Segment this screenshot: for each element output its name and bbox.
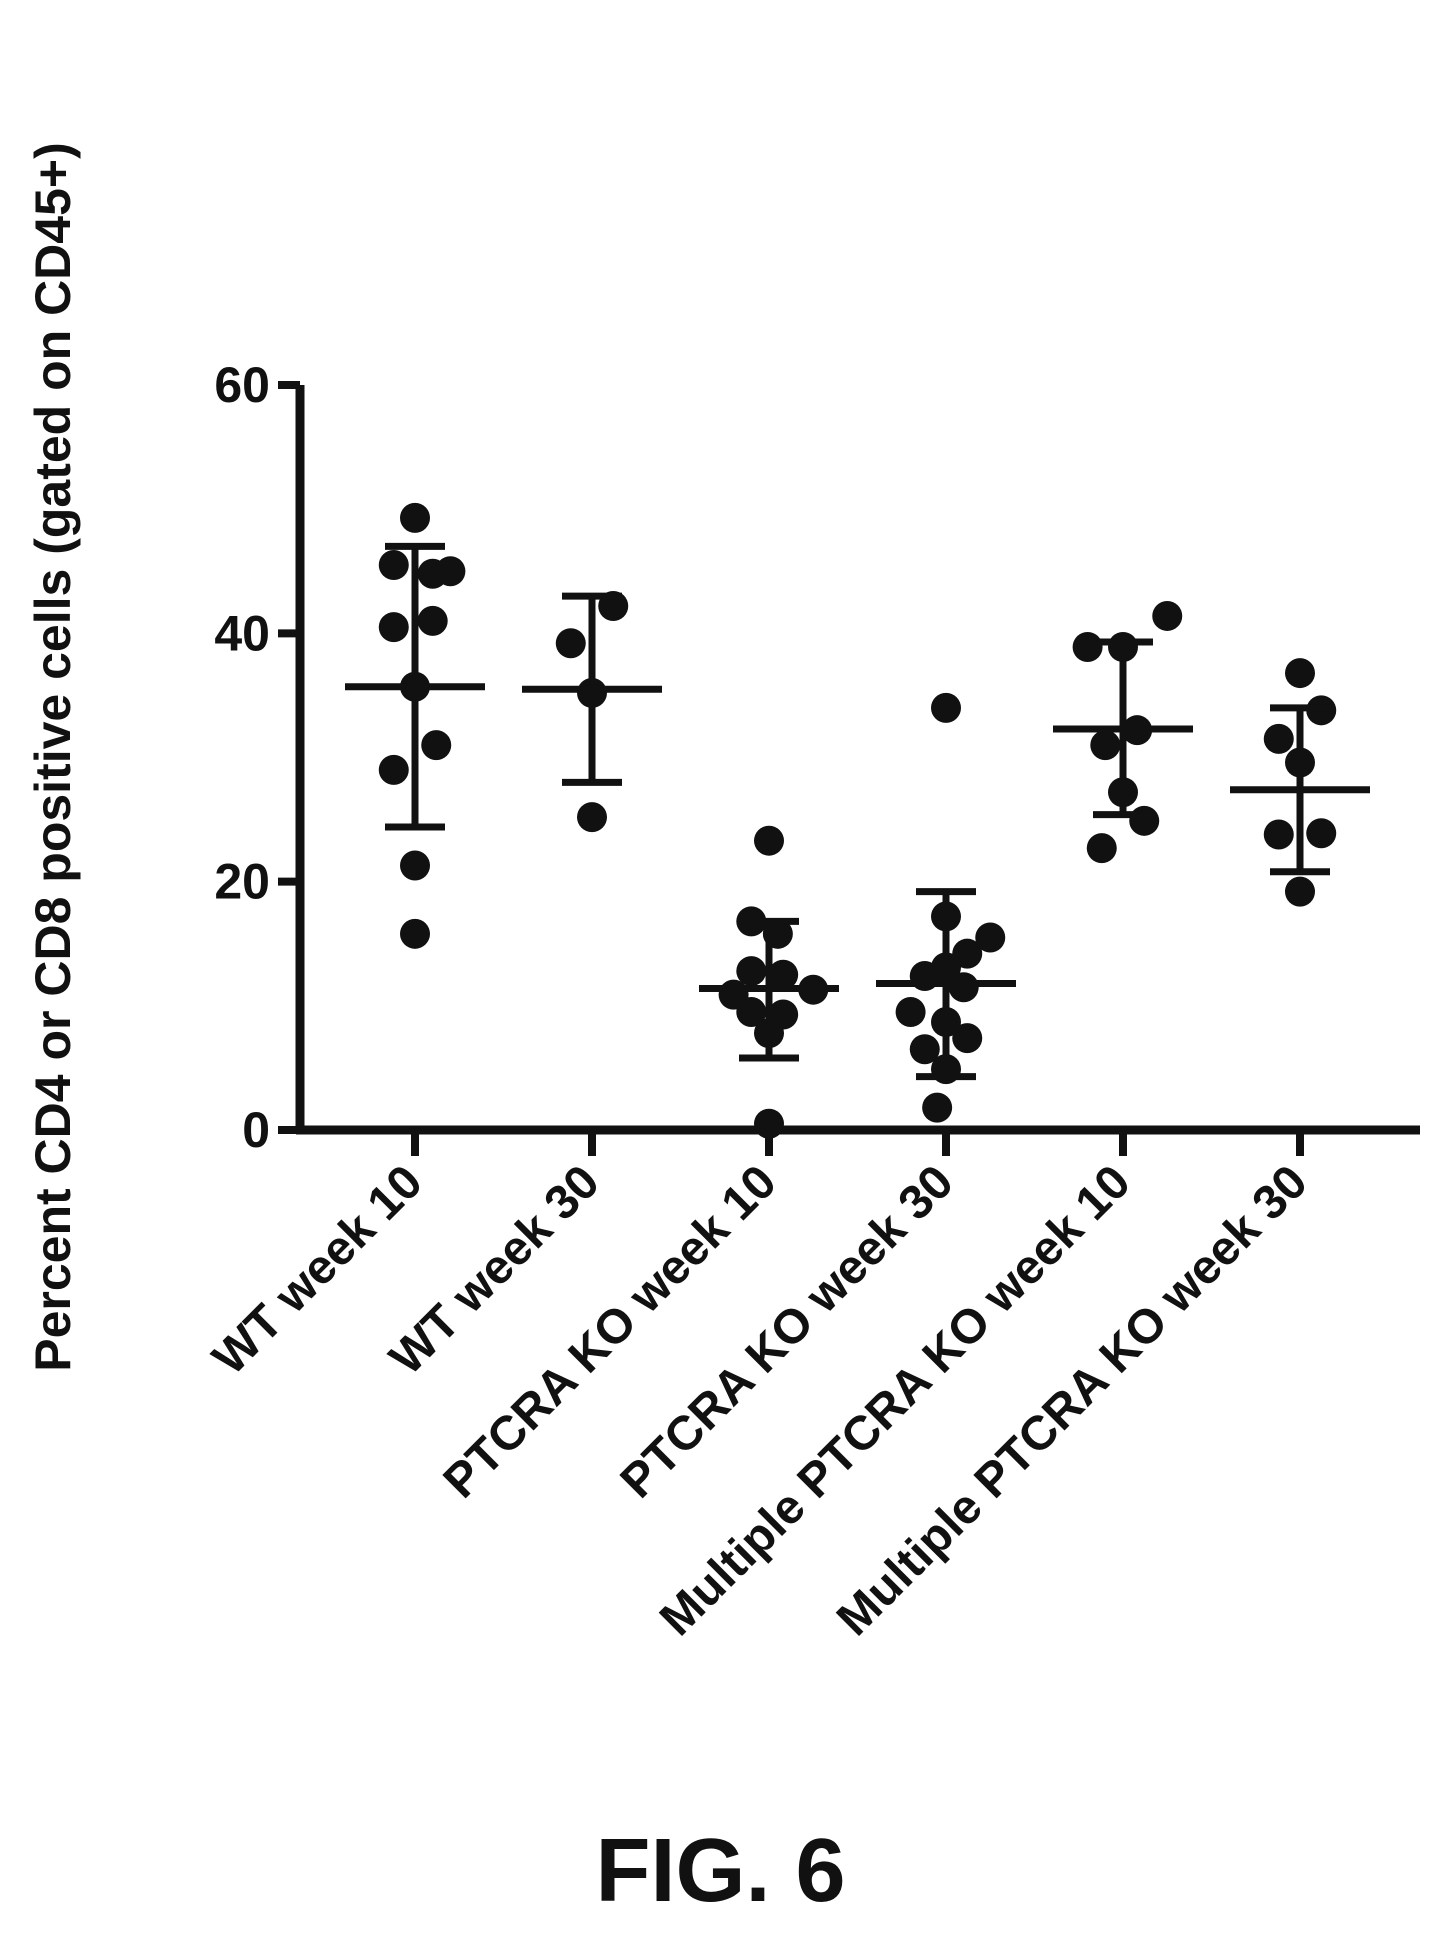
y-axis-label: Percent CD4 or CD8 positive cells (gated… [25,142,81,1372]
data-group [876,692,1016,1123]
data-point [1090,730,1121,761]
data-point [378,550,409,581]
x-tick-label: PTCRA KO week 30 [611,1155,964,1508]
data-point [378,754,409,785]
data-point [1263,723,1294,754]
data-groups [345,502,1370,1139]
data-group [522,591,662,833]
data-point [1285,658,1315,689]
data-point [1129,805,1160,836]
data-point [435,556,466,587]
figure-label: FIG. 6 [595,1821,846,1921]
data-point [754,825,784,856]
data-point [768,959,799,990]
data-point [736,997,767,1028]
data-point [400,918,430,949]
y-tick-label: 40 [214,605,270,661]
x-tick-label: PTCRA KO week 10 [434,1155,787,1508]
data-point [400,502,430,533]
data-point [909,1034,940,1065]
data-point [555,628,586,659]
data-point [952,938,983,969]
data-point [400,850,430,881]
y-ticks: 0 20 40 60 [214,357,300,1158]
y-tick-label: 0 [242,1102,270,1158]
data-group [699,825,839,1139]
data-point [1152,600,1183,631]
data-point [577,802,607,833]
data-point [1285,876,1315,907]
data-point [948,972,979,1003]
data-point [736,956,767,987]
chart-axes [295,385,1420,1135]
data-group [1053,600,1193,864]
data-point [1072,631,1103,662]
data-point [754,1108,784,1139]
data-point [931,692,961,723]
data-point [895,997,926,1028]
data-group [1230,658,1370,907]
y-tick-label: 60 [214,357,270,413]
data-point [1263,819,1294,850]
y-tick-label: 20 [214,854,270,910]
data-point [952,1023,983,1054]
data-point [378,612,409,643]
data-point [922,1092,953,1123]
data-point [975,922,1006,953]
data-point [417,605,448,636]
data-point [1086,833,1117,864]
data-group [345,502,485,949]
data-point [421,730,452,761]
data-point [1306,818,1337,849]
